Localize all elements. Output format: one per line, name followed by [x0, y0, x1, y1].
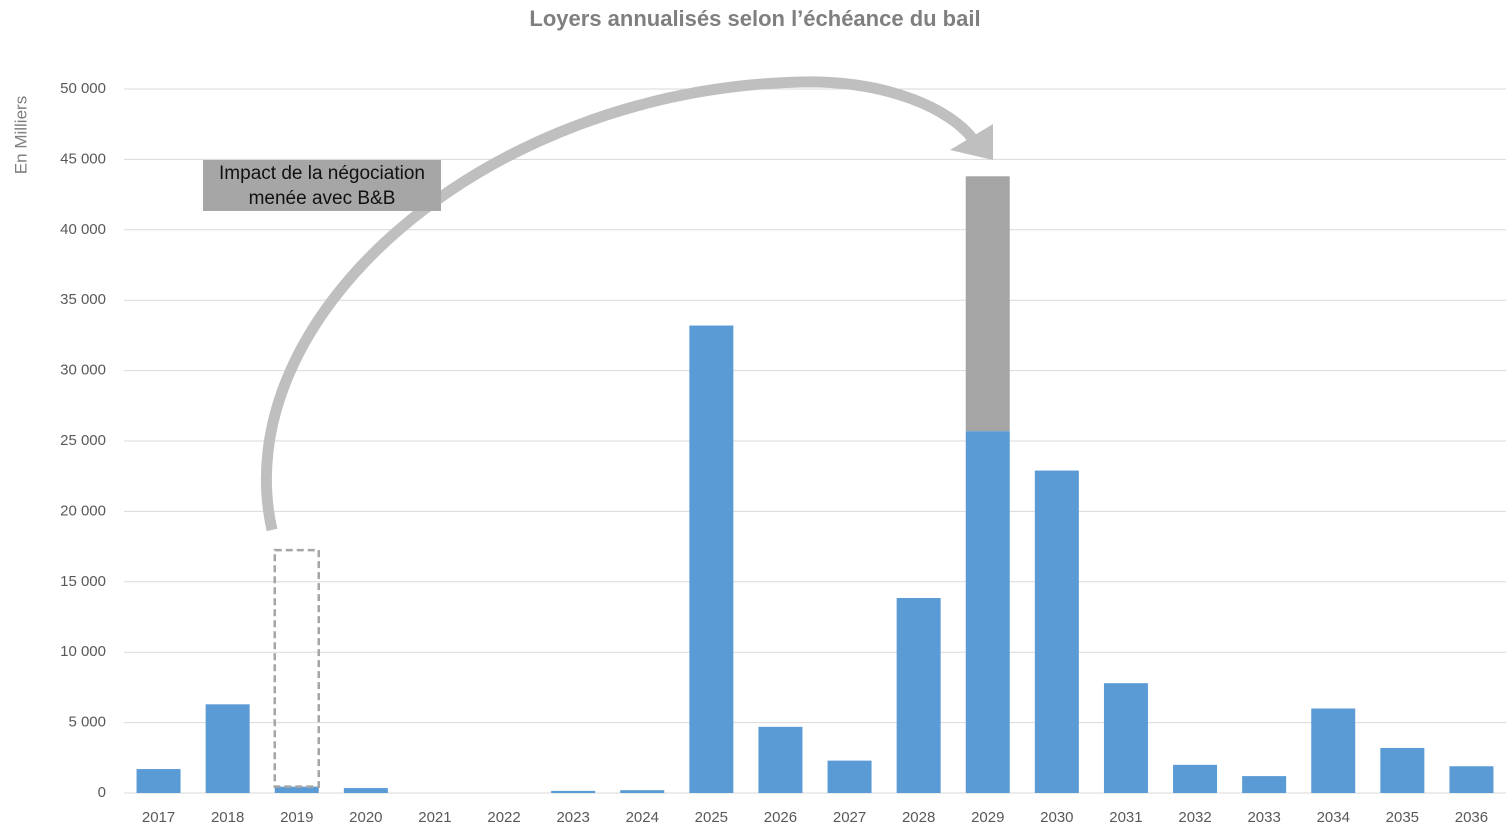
- x-tick-label: 2022: [487, 809, 520, 826]
- x-tick-label: 2025: [695, 809, 728, 826]
- chart-title: Loyers annualisés selon l’échéance du ba…: [529, 6, 980, 31]
- bar: [551, 790, 596, 793]
- bar: [965, 431, 1010, 793]
- x-tick-label: 2029: [971, 809, 1004, 826]
- bar: [1034, 470, 1079, 793]
- bar-outline: [273, 548, 320, 788]
- y-tick-label: 50 000: [60, 80, 106, 97]
- bar: [205, 704, 250, 793]
- x-tick-label: 2020: [349, 809, 382, 826]
- bars: [136, 176, 1494, 793]
- bar: [343, 788, 388, 793]
- y-tick-label: 25 000: [60, 432, 106, 449]
- y-tick-label: 20 000: [60, 502, 106, 519]
- bar: [1449, 766, 1494, 793]
- y-tick-label: 5 000: [68, 714, 106, 731]
- bar: [1380, 747, 1425, 793]
- bar: [1103, 683, 1148, 793]
- x-tick-label: 2024: [626, 809, 659, 826]
- x-tick-label: 2023: [556, 809, 589, 826]
- x-tick-label: 2036: [1455, 809, 1488, 826]
- y-tick-label: 0: [98, 784, 106, 801]
- x-tick-label: 2030: [1040, 809, 1073, 826]
- y-tick-label: 35 000: [60, 291, 106, 308]
- x-tick-label: 2031: [1109, 809, 1142, 826]
- bar: [136, 769, 181, 793]
- arrow: [261, 76, 977, 532]
- bar: [758, 726, 803, 793]
- y-tick-label: 30 000: [60, 362, 106, 379]
- x-tick-label: 2034: [1317, 809, 1350, 826]
- bar: [620, 790, 665, 793]
- x-tick-label: 2026: [764, 809, 797, 826]
- bar: [896, 597, 941, 793]
- grid: [124, 88, 1506, 794]
- bar: [689, 325, 734, 793]
- y-tick-label: 45 000: [60, 150, 106, 167]
- x-tick-label: 2032: [1178, 809, 1211, 826]
- y-tick-label: 15 000: [60, 573, 106, 590]
- x-tick-label: 2033: [1247, 809, 1280, 826]
- x-tick-label: 2017: [142, 809, 175, 826]
- x-tick-label: 2019: [280, 809, 313, 826]
- x-tick-label: 2028: [902, 809, 935, 826]
- x-tick-label: 2018: [211, 809, 244, 826]
- x-tick-label: 2021: [418, 809, 451, 826]
- bar: [965, 176, 1010, 432]
- x-tick-label: 2035: [1386, 809, 1419, 826]
- x-tick-label: 2027: [833, 809, 866, 826]
- arrow-head: [950, 124, 993, 160]
- bar: [274, 786, 319, 793]
- bar: [1173, 764, 1218, 793]
- bar: [1242, 776, 1287, 793]
- annotation: Impact de la négociation menée avec B&B: [203, 160, 441, 211]
- y-axis-label: En Milliers: [11, 96, 30, 174]
- bar: [827, 760, 872, 793]
- y-tick-label: 10 000: [60, 643, 106, 660]
- bar: [1311, 708, 1356, 793]
- y-tick-label: 40 000: [60, 221, 106, 238]
